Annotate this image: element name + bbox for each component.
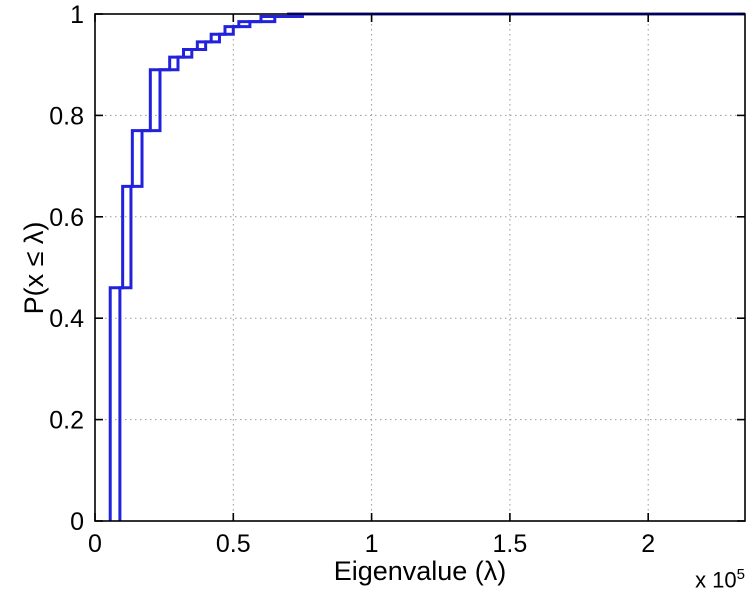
- y-axis-label: P(x ≤ λ): [19, 221, 49, 315]
- y-tick-label: 1: [70, 1, 84, 29]
- x-axis-multiplier-base: x 10: [695, 567, 737, 593]
- y-tick-label: 0: [70, 508, 84, 536]
- y-tick-label: 0.8: [49, 102, 84, 130]
- axes-box: [94, 13, 746, 522]
- x-tick-label: 0.5: [216, 530, 251, 558]
- y-tick-label: 0.4: [49, 305, 84, 333]
- x-axis-multiplier-exponent: 5: [736, 566, 745, 583]
- y-tick-label: 0.6: [49, 204, 84, 232]
- x-tick-label: 0: [88, 530, 102, 558]
- x-tick-label: 1: [365, 530, 379, 558]
- x-axis-multiplier: x 105: [695, 566, 745, 593]
- x-axis-label: Eigenvalue (λ): [333, 556, 507, 586]
- ecdf-curve-ecdf-2: [118, 12, 745, 521]
- y-tick-label: 0.2: [49, 407, 84, 435]
- x-tick-label: 2: [641, 530, 655, 558]
- x-tick-label: 1.5: [493, 530, 528, 558]
- ecdf-curve-ecdf-1: [108, 12, 745, 521]
